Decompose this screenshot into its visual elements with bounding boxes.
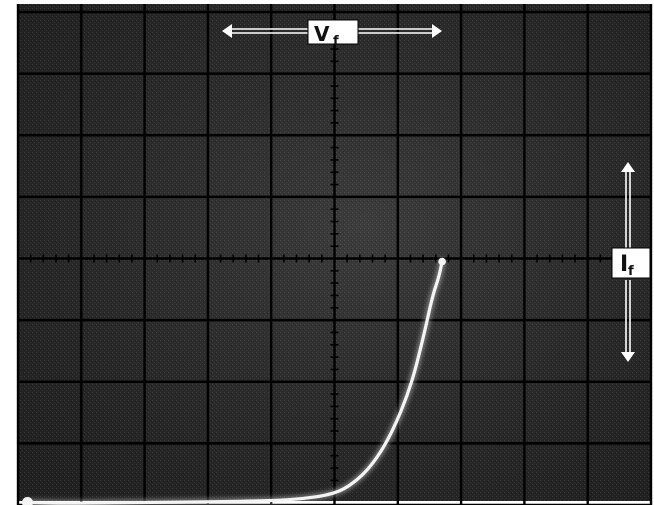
y-axis-label: I — [620, 252, 628, 277]
x-axis-label-subscript: f — [333, 34, 339, 49]
trace — [21, 257, 446, 505]
trace-start-dot — [21, 497, 33, 505]
trace-end-dot — [438, 257, 446, 266]
if-arrow-up-icon — [621, 162, 635, 248]
trace-line — [25, 260, 444, 505]
if-label-box — [611, 247, 651, 279]
graticule — [16, 4, 653, 505]
vf-label-box — [307, 19, 359, 45]
vf-arrow-left-icon — [222, 24, 310, 38]
y-axis-label-subscript: f — [628, 264, 634, 279]
x-axis-label: V — [314, 22, 330, 46]
if-arrow-down-icon — [621, 280, 635, 362]
vf-arrow-right-icon — [357, 24, 442, 38]
